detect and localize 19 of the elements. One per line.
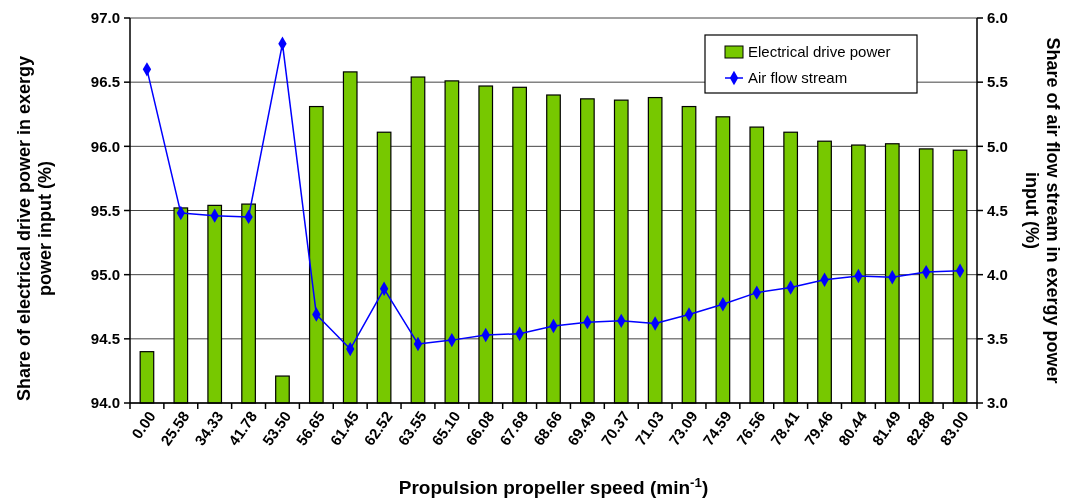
y2-tick-label: 3.0 — [987, 394, 1008, 412]
legend-label: Air flow stream — [748, 69, 848, 87]
y2-tick-label: 5.0 — [987, 137, 1008, 155]
y-tick-label: 96.5 — [90, 73, 120, 91]
y-axis-title: Share of electrical drive power in exergy power input (%) — [13, 54, 56, 404]
y-tick-label: 94.0 — [90, 394, 120, 412]
y2-axis-title: Share of air flow stream in exergy power input (%) — [1021, 36, 1064, 386]
y-tick-label: 95.5 — [90, 201, 120, 219]
y2-tick-label: 4.0 — [987, 265, 1008, 283]
y2-tick-label: 4.5 — [987, 201, 1008, 219]
y2-tick-label: 6.0 — [987, 9, 1008, 27]
y-tick-label: 97.0 — [90, 9, 120, 27]
y-tick-label: 95.0 — [90, 265, 120, 283]
x-axis-title: Propulsion propeller speed (min$^{-1}$) — [398, 474, 709, 498]
y2-tick-label: 3.5 — [987, 330, 1008, 348]
legend-label: Electrical drive power — [748, 43, 891, 61]
y-tick-label: 96.0 — [90, 137, 120, 155]
y-tick-label: 94.5 — [90, 330, 120, 348]
y2-tick-label: 5.5 — [987, 73, 1008, 91]
